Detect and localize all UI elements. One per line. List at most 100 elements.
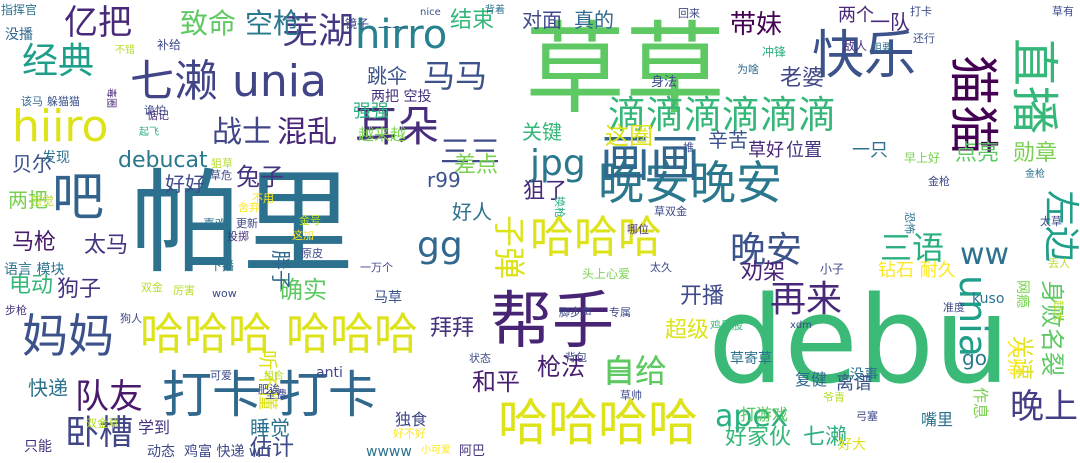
word-23: 芜湖 [282, 11, 355, 52]
word-90: 两把 空投 [371, 89, 432, 105]
word-58: 拜拜 [430, 316, 475, 341]
word-38: gg [417, 225, 463, 266]
word-66: 快递 [28, 376, 68, 400]
word-20: 哈哈哈 [530, 212, 662, 263]
word-174: 全费 [265, 388, 287, 401]
word-39: 子弹 [490, 215, 528, 280]
word-28: 队友 [75, 377, 143, 417]
word-54: 狙了 [523, 179, 568, 204]
word-137: 一堆 [672, 141, 694, 154]
word-150: 金枪 [928, 175, 950, 188]
word-187: 打卡 [910, 5, 932, 18]
word-17: 吧 [52, 168, 105, 228]
word-117: 指挥官 [1, 3, 38, 17]
word-128: 身法 [651, 75, 678, 90]
word-132: 草有 [1052, 5, 1074, 18]
word-88: 强强 [353, 101, 389, 122]
word-69: 和平 [472, 368, 520, 396]
word-184: kuso [972, 291, 1005, 307]
word-167: 丢人 [1048, 257, 1070, 270]
word-72: debucat [118, 148, 208, 173]
word-182: 阿巴 [459, 444, 486, 459]
word-133: 不错 [115, 45, 135, 56]
word-24: 经典 [22, 41, 95, 82]
word-108: 马草 [374, 290, 402, 306]
word-180: 好不好 [393, 427, 426, 440]
word-6: 快乐 [812, 26, 917, 86]
word-27: 混乱 [277, 115, 337, 150]
word-71: r99 [427, 168, 461, 192]
word-104: wwww [366, 444, 412, 460]
word-52: 关键 [522, 120, 562, 144]
word-41: 致命 [180, 7, 237, 40]
word-51: 老婆 [780, 66, 825, 91]
word-94: 离谱 [836, 373, 872, 394]
word-84: 一只 [852, 140, 888, 161]
word-168: 准度 [943, 301, 965, 314]
word-115: nice [420, 7, 441, 18]
word-160: wow [212, 287, 237, 300]
word-110: 只能 [24, 439, 52, 455]
word-126: 还行 [913, 32, 935, 45]
word-146: 这加 [292, 229, 314, 242]
word-80: 身败名裂 [1038, 280, 1066, 376]
word-141: 感觉 [30, 194, 55, 208]
word-165: 太久 [650, 261, 672, 274]
word-134: 毒圈 [105, 88, 116, 108]
word-57: 自给 [603, 352, 668, 390]
word-188: 金枪 [1025, 169, 1045, 180]
word-145: 更新 [236, 217, 258, 230]
word-33: 晚上 [1010, 387, 1078, 427]
word-95: 复健 [795, 370, 828, 389]
word-171: 可爱 [210, 369, 232, 382]
word-49: 点亮 [955, 141, 1000, 166]
word-178: 爷青 [823, 391, 845, 404]
word-127: 为啥 [737, 63, 759, 76]
word-22: 三三 [440, 135, 500, 170]
word-139: 草危 [210, 169, 232, 182]
word-5: 七濑 unia [130, 56, 327, 107]
word-162: 头上心爱 [582, 267, 631, 281]
word-144: 不用 [252, 192, 274, 205]
word-44: 带妹 [730, 10, 783, 40]
word-155: 原皮 [301, 247, 323, 260]
word-70: ww [960, 237, 1010, 272]
word-97: 作息 [971, 387, 990, 420]
word-92: 网瘾 [1014, 280, 1030, 308]
word-109: 语言 模块 [4, 262, 65, 278]
word-63: 电动 [9, 273, 54, 298]
word-177: 草帅 [620, 389, 642, 402]
word-42: 空枪 [245, 7, 302, 40]
word-13: 猫猫 [944, 55, 1002, 155]
word-34: apex [715, 399, 789, 434]
word-10: 哈哈哈 哈哈哈 [140, 309, 418, 360]
word-124: 冲锋 [762, 45, 787, 59]
word-73: 差点 [454, 153, 499, 178]
word-8: 打卡 打卡 [162, 366, 378, 424]
word-111: 动态 [147, 444, 175, 460]
word-156: 一万个 [360, 261, 393, 274]
word-75: 贝尔 [12, 152, 52, 176]
word-170: 鸡屁股 [710, 319, 743, 332]
word-176: 组合 [264, 371, 284, 382]
word-173: 背包 [565, 351, 587, 364]
word-1: 帕里 [130, 159, 354, 289]
word-169: 起大 [1052, 300, 1065, 322]
word-18: unia [951, 275, 995, 358]
word-29: 卧槽 [65, 413, 133, 453]
word-79: 七濑 [803, 425, 848, 450]
word-119: 一一 [378, 21, 406, 37]
word-67: 睡觉 [250, 416, 290, 440]
word-14: 直播 [1006, 38, 1062, 135]
word-12: 画画 [600, 130, 700, 188]
word-175: 肥诶 [258, 383, 280, 396]
word-64: 狗子 [57, 277, 102, 302]
word-89: 越来越 [358, 125, 407, 144]
word-185: 步枪 [5, 304, 27, 317]
word-140: 早上好 [904, 151, 941, 165]
word-96: 没事 [850, 367, 878, 383]
word-123: 诡怕 [144, 104, 166, 117]
word-136: 起飞 [139, 127, 159, 138]
word-120: 补给 [157, 38, 182, 52]
